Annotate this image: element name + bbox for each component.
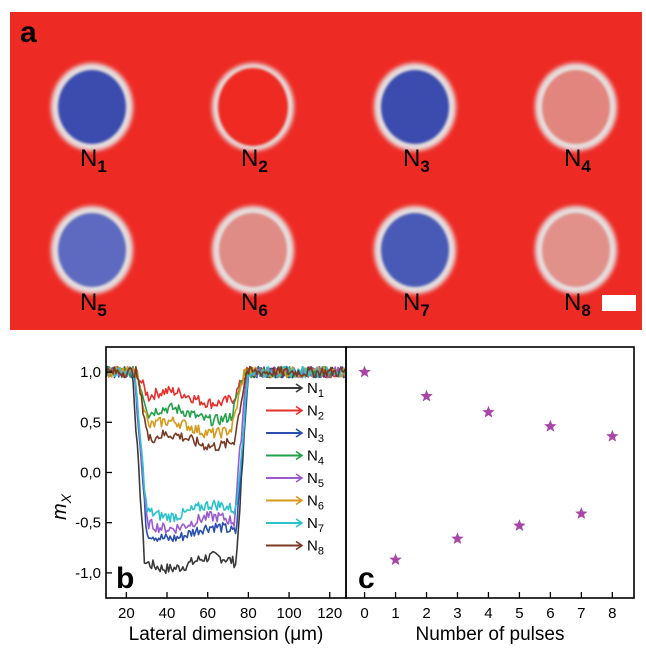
- legend-entry: N5: [266, 470, 324, 490]
- nanodot-label: N6: [241, 289, 268, 320]
- legend-label: N6: [307, 493, 324, 513]
- scatter-star: [482, 405, 495, 418]
- series-line: [105, 365, 346, 452]
- plot-frame-c: [345, 346, 635, 599]
- series-line: [105, 365, 346, 439]
- scatter-star: [389, 553, 402, 566]
- legend-entry: N2: [266, 403, 324, 423]
- legend-entry: N4: [266, 448, 324, 468]
- nanodot: N7: [374, 206, 456, 320]
- legend-label: N1: [307, 380, 324, 400]
- legend-marker: [295, 383, 304, 393]
- legend-label: N5: [307, 470, 324, 490]
- legend-label: N4: [307, 448, 324, 468]
- nanodot-core: [218, 68, 288, 146]
- x-tick-label-c: 8: [608, 605, 616, 622]
- x-tick-label: 20: [118, 605, 135, 622]
- y-tick-label: -0,5: [75, 515, 101, 532]
- x-tick-label: 60: [199, 605, 216, 622]
- y-axis-label: mX: [49, 493, 74, 520]
- legend-marker: [295, 428, 304, 438]
- nanodot-core: [381, 70, 449, 144]
- scatter-star: [575, 507, 588, 519]
- nanodot-label: N8: [564, 289, 591, 320]
- scatter-star: [544, 419, 557, 432]
- x-tick-label-c: 4: [484, 605, 492, 622]
- x-tick-label-c: 2: [422, 605, 430, 622]
- nanodot: N8: [535, 206, 617, 320]
- legend-marker: [295, 473, 304, 483]
- nanodot: N5: [51, 206, 133, 320]
- scatter-star: [358, 365, 371, 378]
- scatter-star: [606, 429, 619, 442]
- nanodot-label: N3: [403, 145, 430, 176]
- legend-marker: [295, 540, 304, 551]
- y-tick-label: 0,0: [80, 465, 101, 482]
- nanodot-core: [542, 213, 610, 287]
- legend-entry: N8: [266, 538, 324, 558]
- nanodot: N4: [535, 63, 617, 176]
- panel-b-label: b: [116, 562, 134, 595]
- legend-marker: [295, 495, 304, 506]
- legend-entry: N1: [266, 380, 324, 400]
- x-tick-label: 40: [159, 605, 176, 622]
- nanodot: N1: [51, 63, 133, 176]
- legend-label: N8: [307, 538, 324, 558]
- nanodot: N3: [374, 63, 456, 176]
- legend-entry: N6: [266, 493, 324, 513]
- x-tick-label-c: 6: [546, 605, 554, 622]
- legend-label: N3: [307, 425, 324, 445]
- x-tick-label: 120: [317, 605, 342, 622]
- legend-marker: [295, 450, 304, 461]
- y-tick-label: 0,5: [80, 414, 101, 431]
- panel-a: N1 N2 N3 N4 N5 N6 N7 N8 a: [10, 12, 642, 330]
- x-tick-label-c: 3: [453, 605, 461, 622]
- nanodot-core: [542, 70, 610, 144]
- panel-c: 0 1 2 3 4 5 6 7 8 Number of pulses c: [345, 346, 635, 645]
- nanodot-grid: N1 N2 N3 N4 N5 N6 N7 N8: [51, 63, 617, 320]
- x-axis-label-c: Number of pulses: [416, 624, 565, 645]
- nanodot-label: N1: [80, 145, 107, 176]
- nanodot-label: N7: [403, 289, 430, 320]
- scatter-star: [451, 532, 464, 544]
- scale-bar: [602, 295, 636, 311]
- nanodot-core: [58, 213, 126, 287]
- nanodot-core: [58, 70, 126, 144]
- x-tick-label-c: 1: [391, 605, 399, 622]
- x-tick-label-c: 5: [515, 605, 523, 622]
- nanodot: N6: [212, 206, 294, 320]
- nanodot: N2: [212, 63, 294, 176]
- panel-c-label: c: [358, 562, 375, 595]
- legend-entry: N3: [266, 425, 324, 445]
- nanodot-label: N4: [564, 145, 591, 176]
- y-tick-label: 1,0: [80, 364, 101, 381]
- legend-marker: [295, 518, 304, 528]
- legend-label: N2: [307, 403, 324, 423]
- nanodot-label: N5: [80, 289, 107, 320]
- x-axis-label: Lateral dimension (μm): [129, 624, 324, 645]
- nanodot-core: [219, 213, 287, 287]
- nanodot-core: [381, 213, 449, 287]
- x-tick-label: 100: [277, 605, 302, 622]
- legend-label: N7: [307, 515, 324, 535]
- scatter-star: [420, 389, 433, 402]
- series-line: [105, 365, 346, 523]
- nanodot-label: N2: [241, 145, 268, 176]
- panel-a-label: a: [20, 16, 37, 49]
- legend-marker: [295, 405, 304, 416]
- y-tick-label: -1,0: [75, 565, 101, 582]
- profile-lines: [105, 365, 346, 575]
- x-tick-label-c: 0: [360, 605, 368, 622]
- scatter-points: [358, 365, 619, 566]
- scatter-star: [513, 519, 526, 531]
- x-tick-label-c: 7: [577, 605, 585, 622]
- legend-entry: N7: [266, 515, 324, 535]
- x-tick-label: 80: [240, 605, 257, 622]
